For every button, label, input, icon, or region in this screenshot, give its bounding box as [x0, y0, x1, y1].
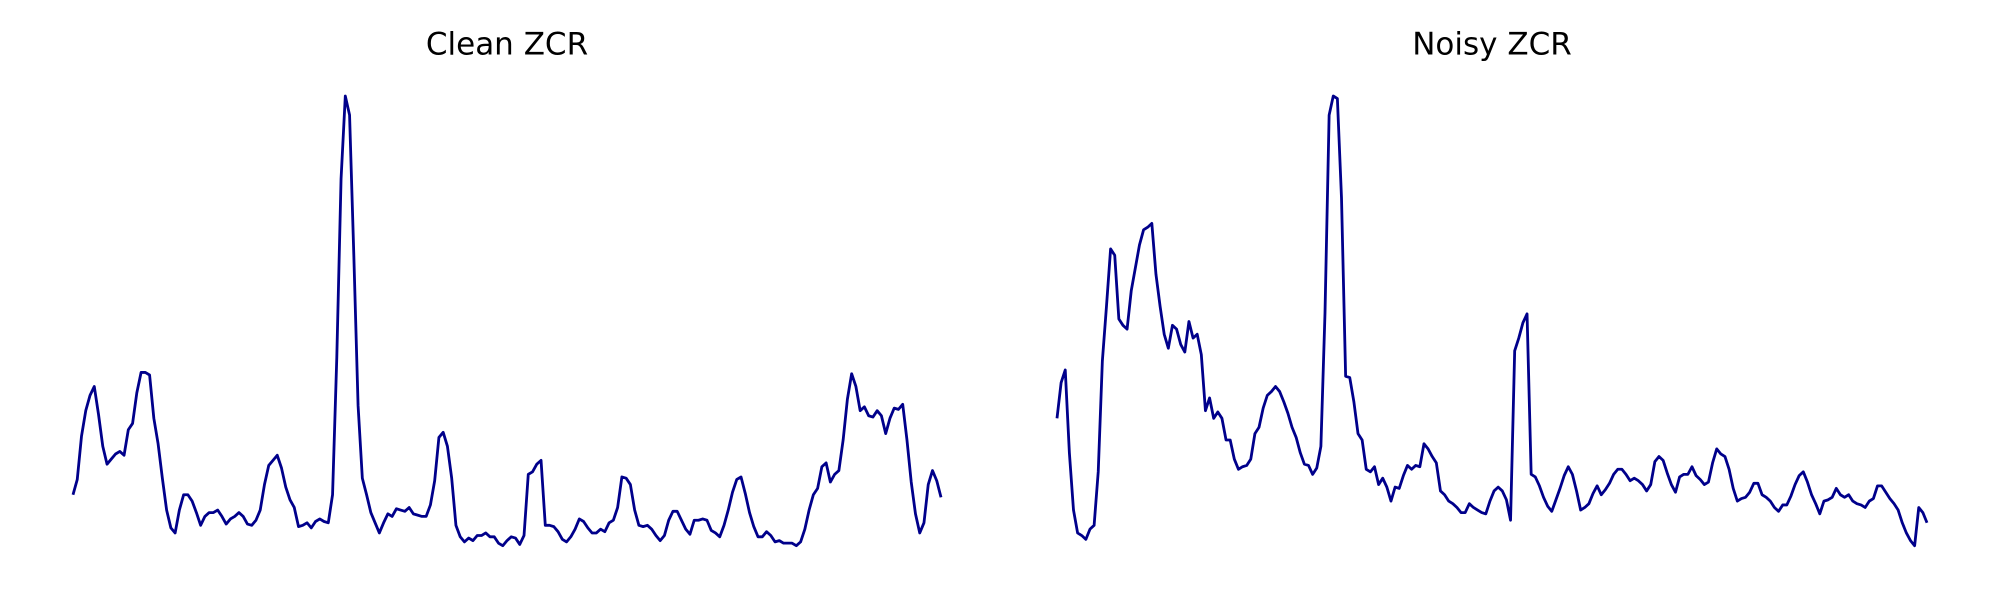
- line: [1055, 94, 1929, 548]
- chart-title: Clean ZCR: [426, 27, 588, 63]
- chart-title: Noisy ZCR: [1412, 27, 1572, 63]
- line: [71, 94, 943, 548]
